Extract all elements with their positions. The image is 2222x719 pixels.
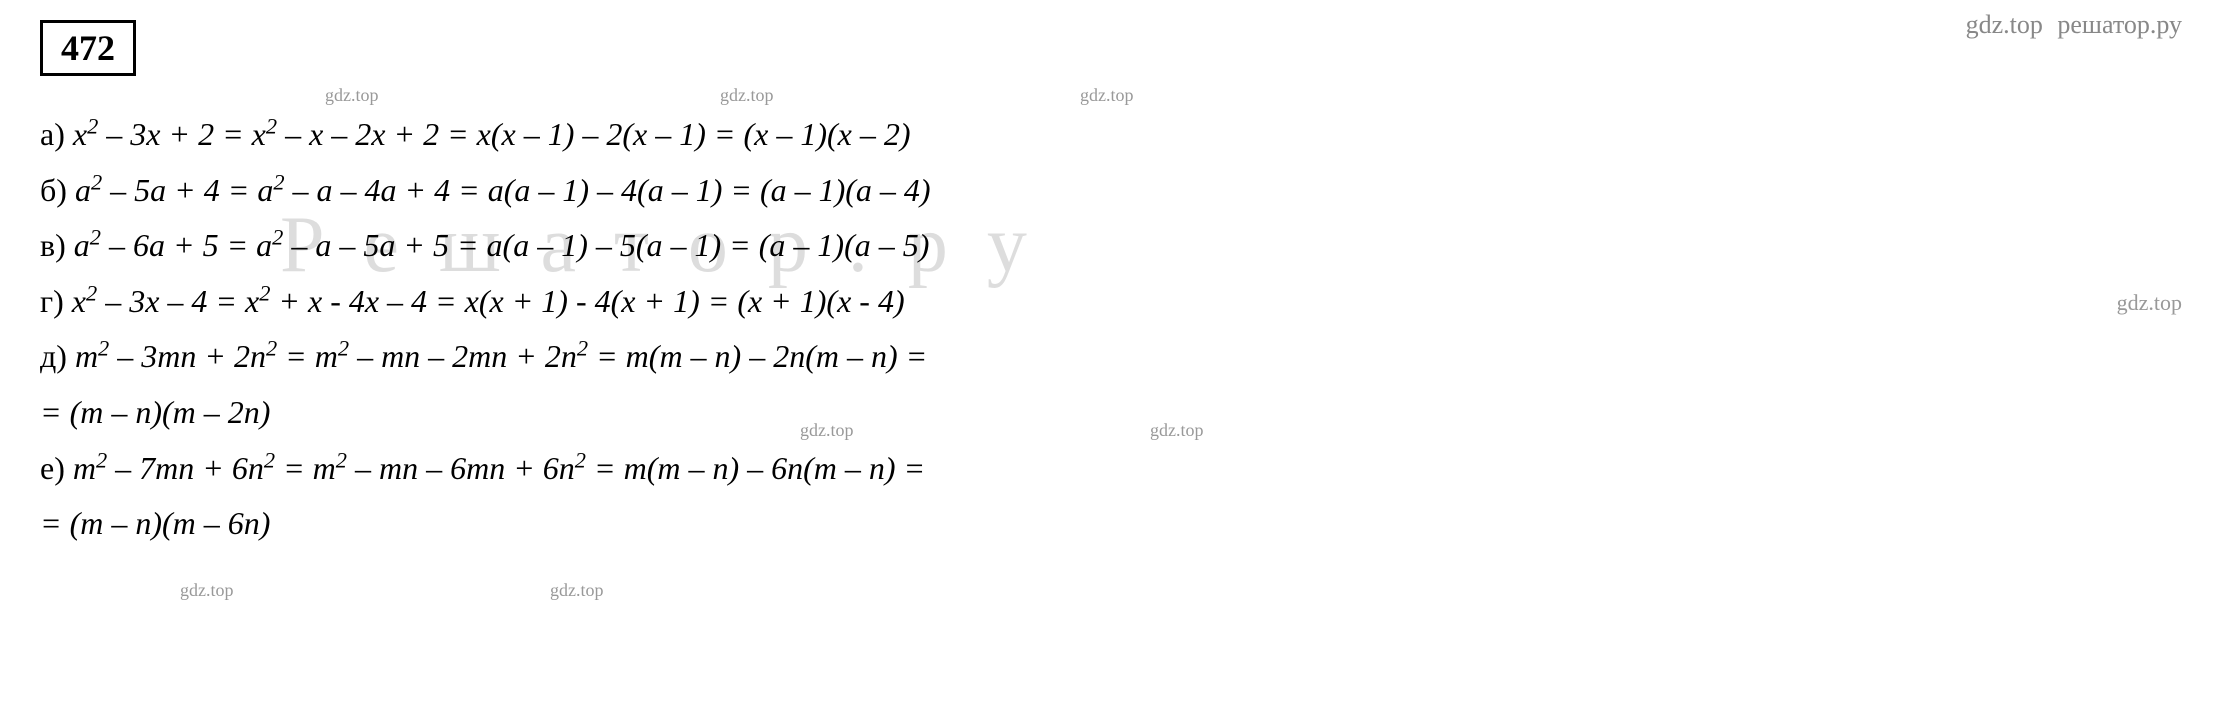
line-expr: = (m – n)(m – 6n): [40, 505, 270, 541]
solution-content: 472 а) x2 – 3x + 2 = x2 – x – 2x + 2 = x…: [40, 20, 2182, 549]
line-label: г): [40, 283, 72, 319]
solution-line-d2: = (m – n)(m – 2n): [40, 388, 2182, 438]
line-expr: x2 – 3x – 4 = x2 + x - 4x – 4 = x(x + 1)…: [72, 283, 905, 319]
solution-line-b: б) a2 – 5a + 4 = a2 – a – 4a + 4 = a(a –…: [40, 166, 2182, 216]
line-expr: a2 – 5a + 4 = a2 – a – 4a + 4 = a(a – 1)…: [75, 172, 931, 208]
watermark-small: gdz.top: [180, 580, 234, 601]
line-expr: m2 – 3mn + 2n2 = m2 – mn – 2mn + 2n2 = m…: [75, 338, 927, 374]
line-expr: a2 – 6a + 5 = a2 – a – 5a + 5 = a(a – 1)…: [74, 227, 930, 263]
watermark-small: gdz.top: [550, 580, 604, 601]
solution-line-e2: = (m – n)(m – 6n): [40, 499, 2182, 549]
solution-line-d1: д) m2 – 3mn + 2n2 = m2 – mn – 2mn + 2n2 …: [40, 332, 2182, 382]
line-label: а): [40, 116, 73, 152]
line-expr: x2 – 3x + 2 = x2 – x – 2x + 2 = x(x – 1)…: [73, 116, 911, 152]
solution-line-a: а) x2 – 3x + 2 = x2 – x – 2x + 2 = x(x –…: [40, 110, 2182, 160]
line-expr: = (m – n)(m – 2n): [40, 394, 270, 430]
line-expr: m2 – 7mn + 6n2 = m2 – mn – 6mn + 6n2 = m…: [73, 450, 925, 486]
solution-line-e1: е) m2 – 7mn + 6n2 = m2 – mn – 6mn + 6n2 …: [40, 444, 2182, 494]
line-label: е): [40, 450, 73, 486]
line-label: д): [40, 338, 75, 374]
problem-number: 472: [40, 20, 136, 76]
solution-line-v: в) a2 – 6a + 5 = a2 – a – 5a + 5 = a(a –…: [40, 221, 2182, 271]
line-label: в): [40, 227, 74, 263]
solution-line-g: г) x2 – 3x – 4 = x2 + x - 4x – 4 = x(x +…: [40, 277, 2182, 327]
line-label: б): [40, 172, 75, 208]
